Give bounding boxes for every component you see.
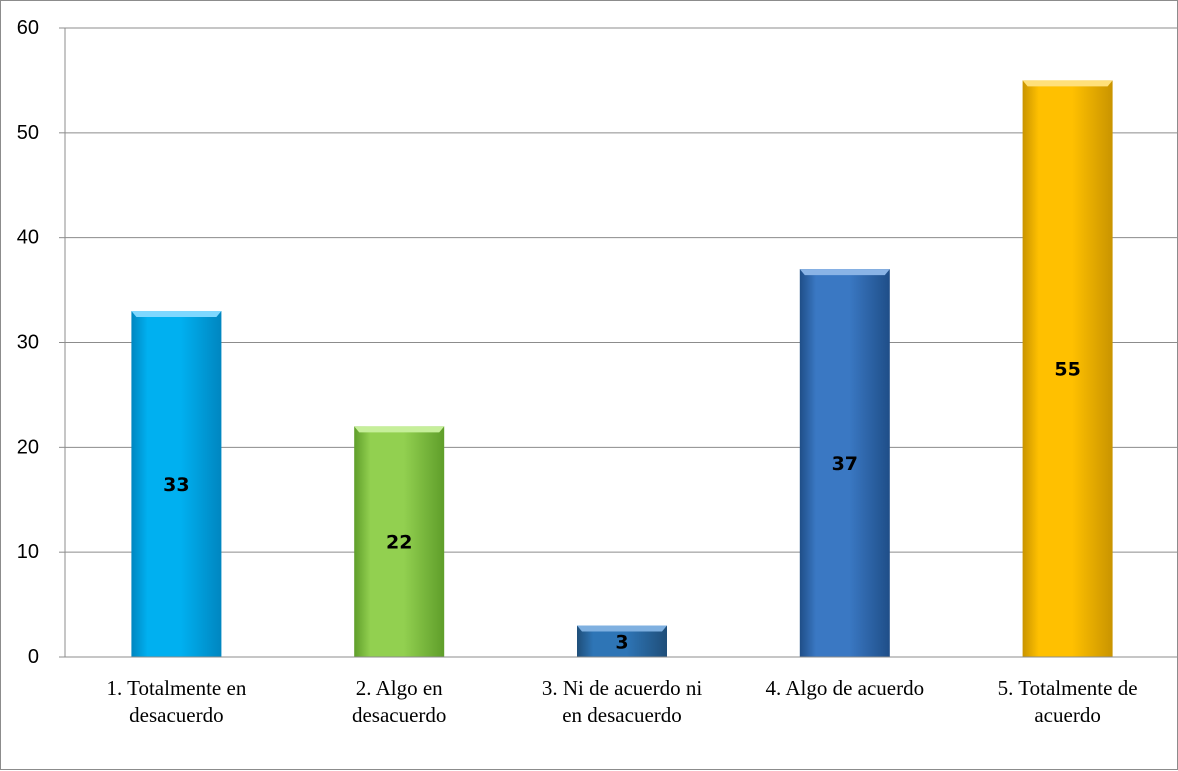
x-tick-label: en desacuerdo [562, 703, 682, 727]
bar [131, 311, 222, 657]
x-tick-labels: 1. Totalmente en desacuerdo 2. Algo en desa… [106, 676, 1137, 727]
data-label: 3 [615, 631, 628, 653]
bar-top-bevel [354, 426, 445, 433]
data-label: 33 [163, 474, 189, 496]
data-labels: 33 22 3 37 55 [163, 359, 1081, 654]
bar [1022, 80, 1113, 657]
x-tick-label: 2. Algo en [356, 676, 443, 700]
data-label: 55 [1054, 359, 1080, 381]
bar-top-bevel [1022, 80, 1113, 87]
bar [799, 269, 890, 657]
bars [131, 80, 1113, 657]
y-tick-label: 60 [17, 17, 39, 39]
data-label: 22 [386, 532, 412, 554]
gridlines [59, 27, 1178, 658]
x-tick-label: desacuerdo [129, 703, 223, 727]
axes [64, 28, 1178, 658]
y-tick-labels: 0 10 20 30 40 50 60 [17, 17, 39, 668]
bar-top-bevel [131, 311, 222, 318]
bar-top-bevel [799, 269, 890, 276]
data-label: 37 [832, 453, 858, 475]
y-tick-label: 0 [28, 646, 39, 668]
x-tick-label: 5. Totalmente de [998, 676, 1138, 700]
y-tick-label: 10 [17, 541, 39, 563]
x-tick-label: 4. Algo de acuerdo [765, 676, 924, 700]
x-tick-label: 3. Ni de acuerdo ni [542, 676, 703, 700]
x-tick-label: acuerdo [1034, 703, 1100, 727]
y-tick-label: 30 [17, 332, 39, 354]
bar [354, 426, 445, 657]
x-tick-label: 1. Totalmente en [106, 676, 246, 700]
y-tick-label: 20 [17, 436, 39, 458]
x-tick-label: desacuerdo [352, 703, 446, 727]
y-tick-label: 50 [17, 122, 39, 144]
bar-top-bevel [577, 625, 667, 632]
y-tick-label: 40 [17, 227, 39, 249]
